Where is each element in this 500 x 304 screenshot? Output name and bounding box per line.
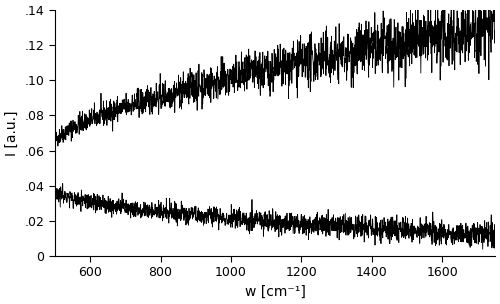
X-axis label: w [cm⁻¹]: w [cm⁻¹] xyxy=(244,285,306,299)
Y-axis label: I [a.u.]: I [a.u.] xyxy=(5,110,19,156)
